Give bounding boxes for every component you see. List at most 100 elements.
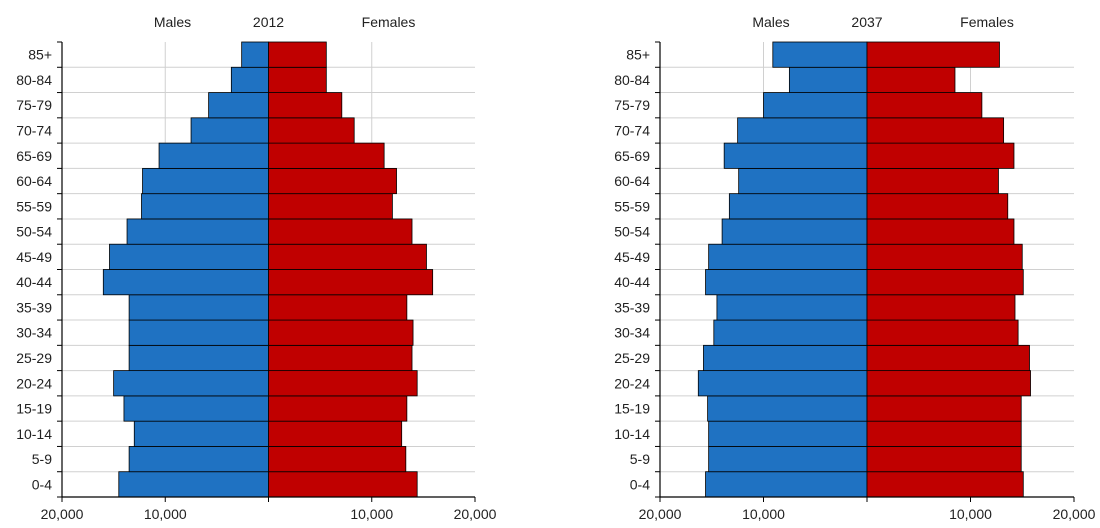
age-group-label: 65-69 [614, 148, 650, 164]
age-group-label: 80-84 [16, 72, 52, 88]
female-bar [268, 319, 414, 346]
age-group-label: 0-4 [630, 476, 650, 492]
male-bar [697, 370, 868, 397]
female-bar [268, 92, 343, 119]
female-bar [268, 66, 327, 93]
male-bar [737, 117, 868, 144]
age-group-label: 5-9 [32, 451, 52, 467]
age-group-label: 5-9 [630, 451, 650, 467]
female-bar [268, 243, 427, 270]
male-bar [772, 41, 868, 68]
male-bar [128, 344, 269, 372]
year-title: 2012 [253, 14, 284, 30]
male-bar [128, 446, 269, 473]
male-bar [716, 294, 868, 321]
male-bar [241, 41, 269, 68]
age-group-label: 55-59 [614, 198, 650, 214]
age-group-label: 70-74 [614, 122, 650, 138]
age-group-label: 40-44 [16, 274, 52, 290]
male-bar [109, 243, 269, 270]
female-bar [268, 446, 407, 473]
male-bar [133, 420, 269, 447]
female-bar [866, 218, 1015, 245]
female-bar [866, 344, 1030, 372]
female-bar [866, 167, 999, 195]
male-bar [788, 66, 868, 93]
x-tick-label: 10,000 [350, 506, 393, 522]
male-bar [721, 218, 868, 245]
female-bar [866, 117, 1005, 144]
male-bar [118, 471, 269, 498]
age-group-label: 70-74 [16, 122, 52, 138]
age-group-label: 50-54 [614, 224, 650, 240]
female-bar [866, 269, 1024, 296]
x-tick-label: 20,000 [454, 506, 497, 522]
male-bar [738, 167, 868, 195]
age-group-label: 45-49 [614, 249, 650, 265]
male-bar [128, 319, 269, 346]
male-bar [705, 471, 868, 498]
female-bar [866, 294, 1016, 321]
male-bar [128, 294, 269, 321]
age-group-label: 50-54 [16, 224, 52, 240]
male-bar [190, 117, 269, 144]
male-bar [763, 92, 868, 119]
female-bar [268, 420, 403, 447]
x-tick-label: 20,000 [639, 506, 682, 522]
age-group-label: 10-14 [614, 426, 650, 442]
male-bar [142, 167, 269, 195]
male-bar [723, 142, 868, 169]
female-bar [268, 41, 327, 68]
male-bar [141, 193, 269, 220]
male-bar [703, 344, 868, 372]
year-title: 2037 [851, 14, 882, 30]
age-group-label: 30-34 [614, 325, 650, 341]
males-header: Males [154, 14, 191, 30]
male-bar [708, 446, 868, 473]
x-tick-label: 20,000 [41, 506, 84, 522]
age-group-label: 35-39 [16, 299, 52, 315]
age-group-label: 60-64 [16, 173, 52, 189]
age-group-label: 55-59 [16, 198, 52, 214]
females-header: Females [960, 14, 1014, 30]
age-group-label: 20-24 [614, 375, 650, 391]
x-tick-label: 10,000 [949, 506, 992, 522]
male-bar [208, 92, 269, 119]
female-bar [866, 92, 983, 119]
female-bar [268, 142, 385, 169]
age-group-label: 85+ [626, 47, 650, 63]
female-bar [866, 370, 1031, 397]
female-bar [268, 269, 434, 296]
age-group-label: 75-79 [614, 97, 650, 113]
age-group-label: 15-19 [614, 401, 650, 417]
male-bar [707, 395, 868, 422]
female-bar [866, 471, 1024, 498]
x-tick-label: 10,000 [144, 506, 187, 522]
age-group-label: 65-69 [16, 148, 52, 164]
age-group-label: 85+ [28, 47, 52, 63]
male-bar [230, 66, 269, 93]
age-group-label: 75-79 [16, 97, 52, 113]
female-bar [866, 193, 1009, 220]
female-bar [866, 41, 1000, 68]
female-bar [268, 395, 408, 422]
male-bar [102, 269, 269, 296]
male-bar [713, 319, 868, 346]
age-group-label: 45-49 [16, 249, 52, 265]
age-group-label: 10-14 [16, 426, 52, 442]
male-bar [708, 420, 868, 447]
age-group-label: 35-39 [614, 299, 650, 315]
age-group-label: 25-29 [614, 350, 650, 366]
female-bar [866, 395, 1022, 422]
age-group-label: 30-34 [16, 325, 52, 341]
male-bar [728, 193, 868, 220]
female-bar [268, 370, 418, 397]
female-bar [268, 193, 393, 220]
female-bar [268, 471, 418, 498]
age-group-label: 15-19 [16, 401, 52, 417]
male-bar [708, 243, 868, 270]
age-group-label: 0-4 [32, 476, 52, 492]
male-bar [126, 218, 269, 245]
age-group-label: 20-24 [16, 375, 52, 391]
